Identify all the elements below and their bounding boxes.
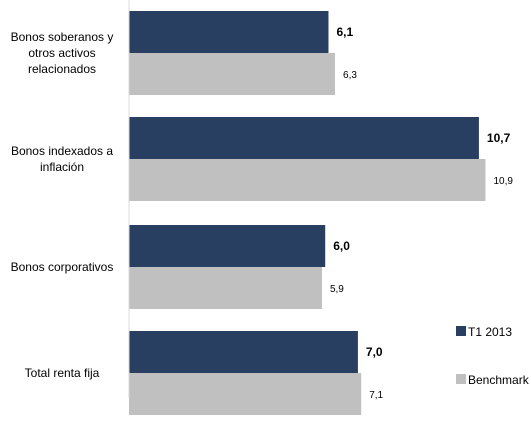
legend: T1 2013 Benchmark [456, 325, 530, 387]
t1-2013-bar [129, 11, 329, 53]
benchmark-value-label: 7,1 [369, 390, 383, 401]
benchmark-bar [129, 373, 362, 415]
category-label: Bonos corporativos [11, 260, 114, 274]
legend-label: T1 2013 [468, 325, 512, 339]
category-label-line: Bonos corporativos [11, 260, 114, 274]
t1-2013-value-label: 6,1 [336, 25, 353, 39]
benchmark-bar [129, 53, 336, 95]
legend-swatch [456, 326, 466, 336]
legend-swatch [456, 374, 466, 384]
benchmark-value-label: 6,3 [343, 70, 357, 81]
t1-2013-bar [129, 331, 358, 373]
bars-layer: 6,1 6,3 10,7 10,9 6,0 5,9 7,0 7,1 [129, 11, 513, 415]
benchmark-value-label: 5,9 [330, 284, 344, 295]
t1-2013-bar [129, 117, 479, 159]
legend-label: Benchmark [468, 373, 530, 387]
category-label: Bonos soberanos y otros activos relacionad… [11, 30, 114, 76]
benchmark-value-label: 10,9 [493, 176, 513, 187]
category-labels-layer: Bonos soberanos y otros activos relacionad… [11, 30, 114, 380]
category-label-line: Total renta fija [25, 366, 100, 380]
t1-2013-value-label: 7,0 [366, 345, 383, 359]
t1-2013-bar [129, 225, 326, 267]
category-label: Bonos indexados a inflación [11, 144, 113, 174]
category-label-line: relacionados [28, 62, 96, 76]
t1-2013-value-label: 10,7 [487, 131, 511, 145]
category-label-line: Bonos soberanos y [11, 30, 114, 44]
benchmark-bar [129, 159, 486, 201]
category-label-line: Bonos indexados a [11, 144, 113, 158]
benchmark-bar [129, 267, 322, 309]
t1-2013-value-label: 6,0 [333, 239, 350, 253]
category-label-line: inflación [40, 160, 84, 174]
category-label: Total renta fija [25, 366, 100, 380]
category-label-line: otros activos [28, 46, 95, 60]
